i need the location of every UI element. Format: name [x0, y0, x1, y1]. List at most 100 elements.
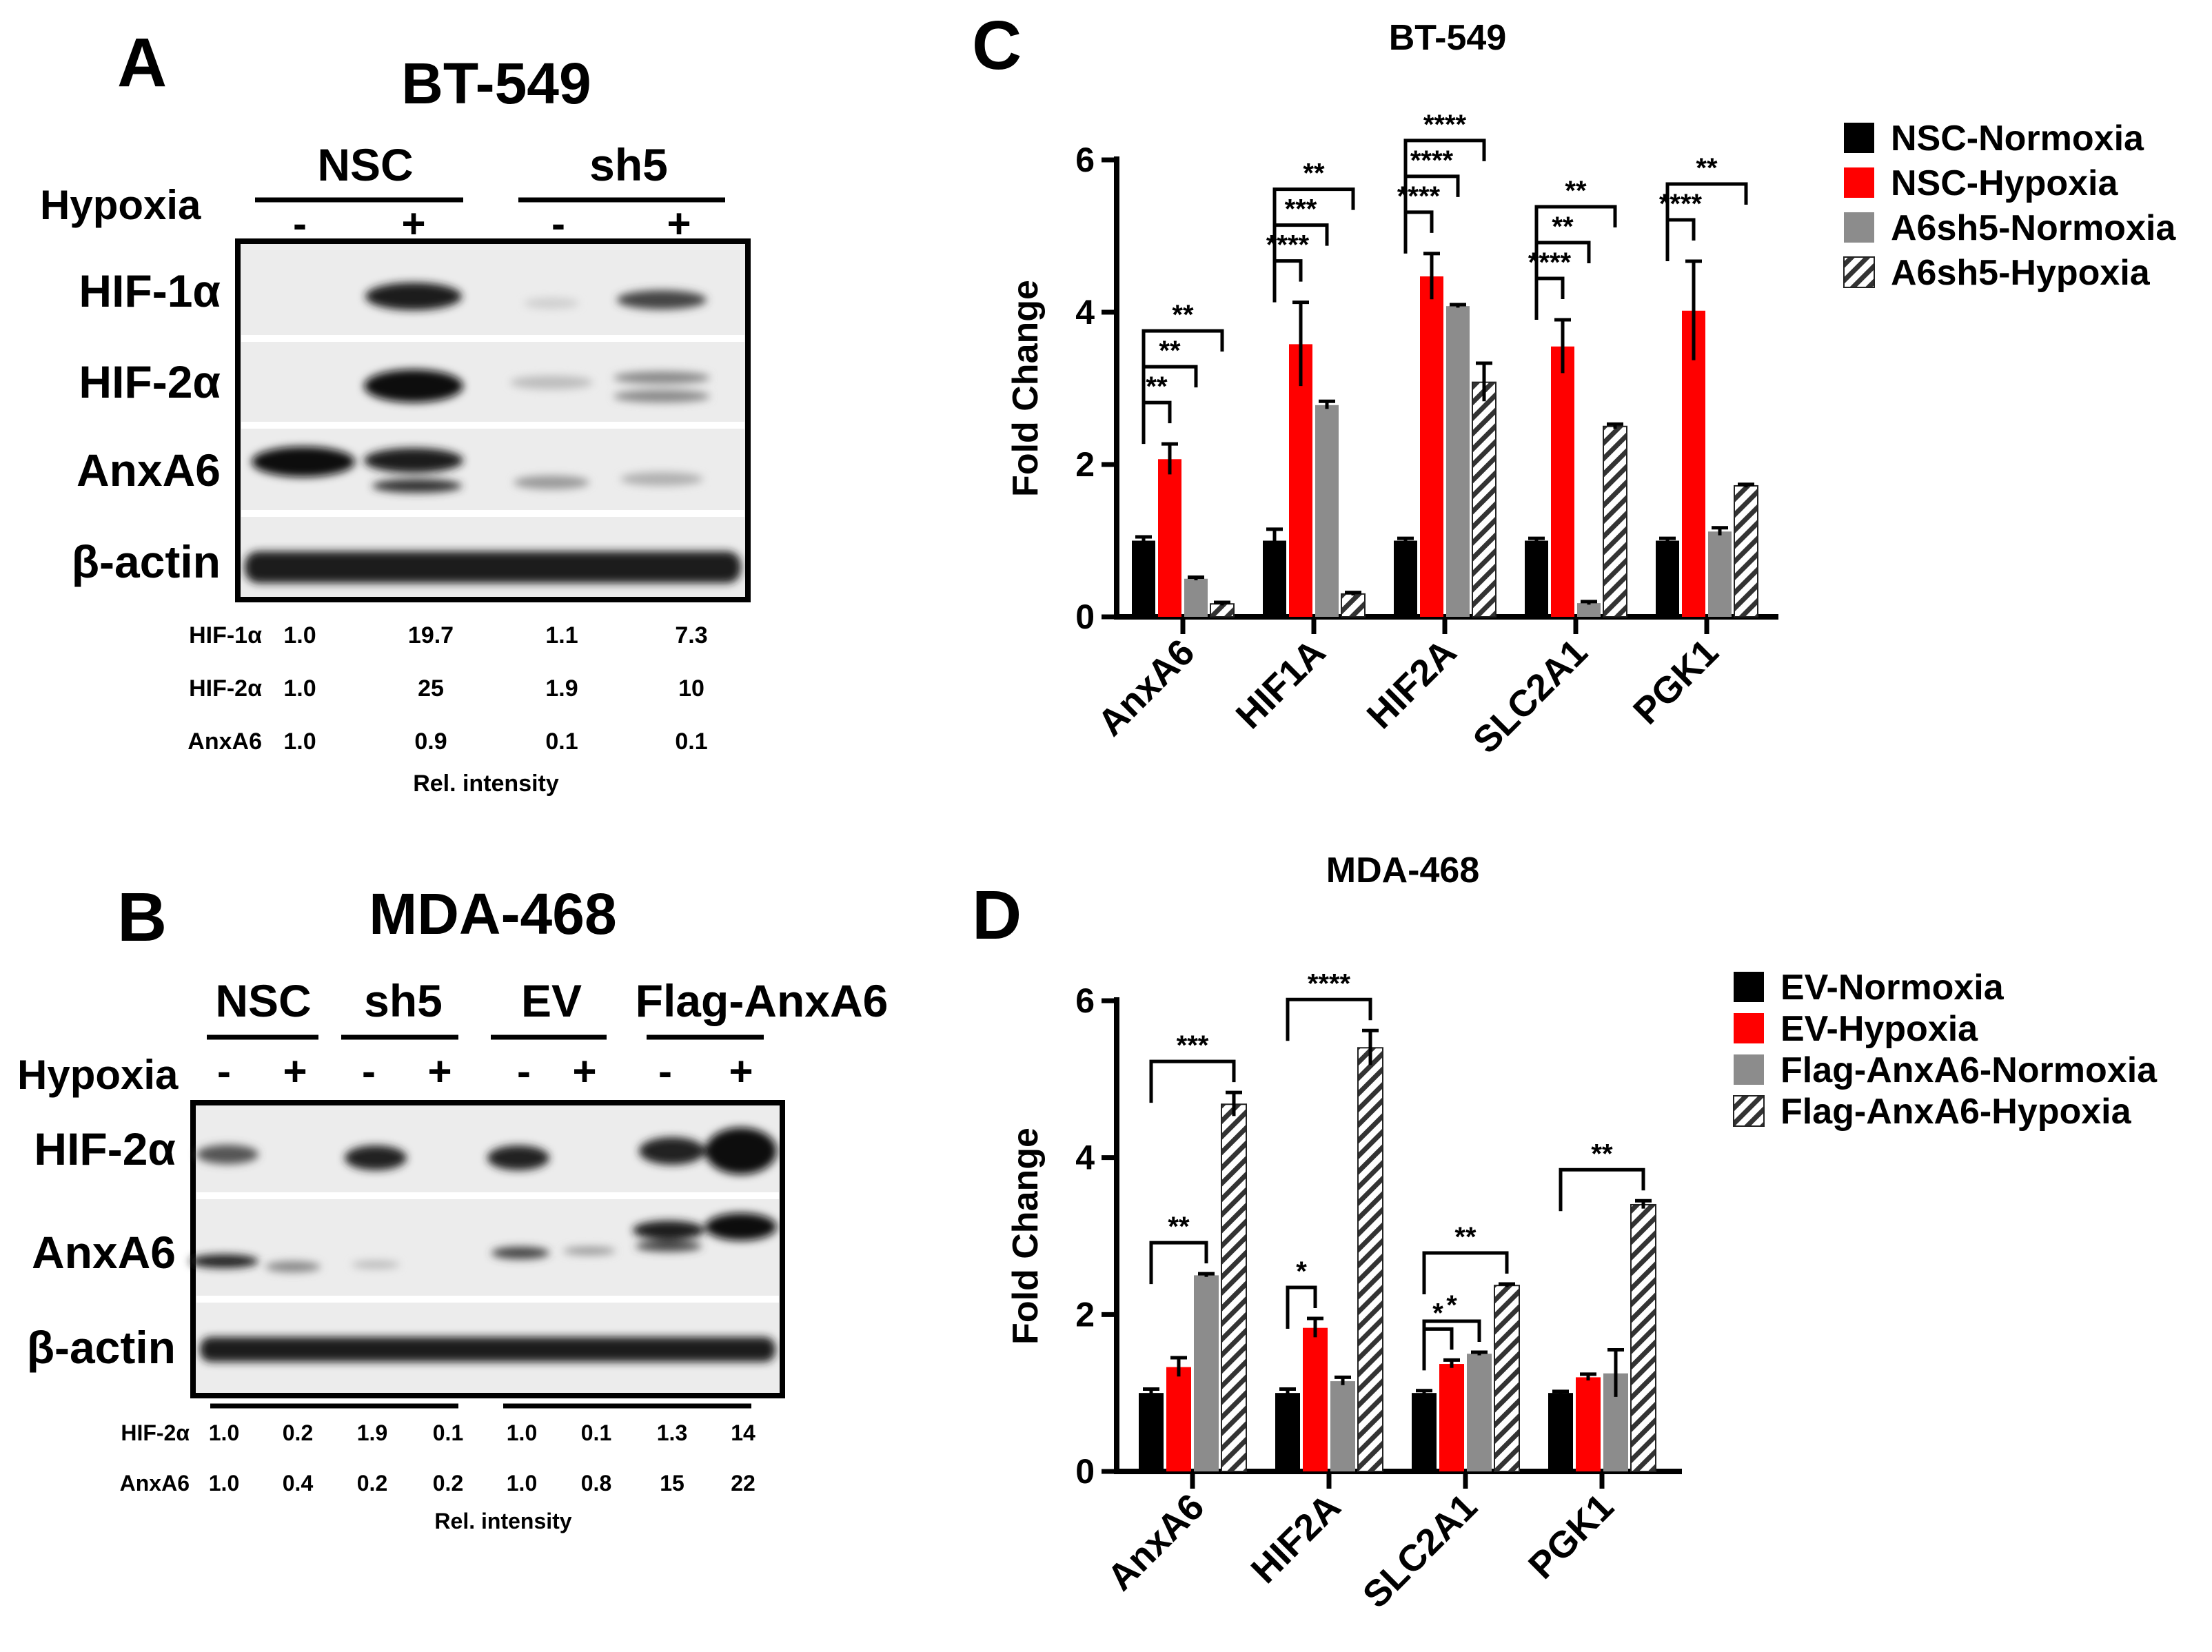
significance-label: **** — [1266, 230, 1310, 261]
blot-b-quant-caption: Rel. intensity — [434, 1509, 571, 1533]
significance-label: ** — [1146, 371, 1168, 402]
x-category-label: HIF2A — [1244, 1486, 1349, 1591]
blot-b-quant-value: 14 — [731, 1420, 755, 1445]
blot-b-quant-value: 15 — [660, 1471, 684, 1496]
blot-a-quant-value: 1.1 — [545, 622, 578, 649]
bar-hatch — [1210, 603, 1235, 618]
blot-b-row-anxa6: AnxA6 — [32, 1227, 176, 1278]
legend-swatch-hatch — [1733, 1095, 1765, 1127]
bar-red — [1682, 310, 1705, 617]
chart-title: BT-549 — [1389, 18, 1507, 58]
legend-swatch-black — [1844, 123, 1874, 153]
blot-b-lane: - — [517, 1048, 531, 1094]
blot-b-row-hif2a: HIF-2α — [34, 1123, 176, 1174]
legend-label: NSC-Normoxia — [1891, 119, 2144, 159]
bar-gray — [1446, 306, 1470, 617]
significance-bracket — [1665, 218, 1696, 261]
blot-a-quant-value: 7.3 — [675, 622, 707, 649]
bar-black — [1656, 540, 1679, 617]
significance-label: ** — [1565, 176, 1587, 206]
x-category-label: SLC2A1 — [1355, 1486, 1485, 1616]
legend-swatch-black — [1734, 972, 1764, 1002]
blot-b-quant-label: HIF-2α — [121, 1420, 190, 1445]
blot-b-quant-value: 0.1 — [433, 1420, 463, 1445]
blot-b-title: MDA-468 — [369, 881, 616, 946]
legend-swatch-gray — [1844, 212, 1874, 243]
significance-label: ** — [1591, 1139, 1613, 1169]
y-tick-label: 4 — [1075, 1139, 1095, 1177]
blot-a-divider — [241, 422, 744, 429]
bar-black — [1548, 1393, 1573, 1471]
significance-bracket — [1534, 276, 1565, 320]
legend-swatch-hatch — [1843, 256, 1875, 288]
legend-swatch-red — [1734, 1013, 1764, 1043]
legend-label: A6sh5-Hypoxia — [1891, 253, 2151, 293]
blot-a-row-actin: β-actin — [72, 536, 221, 587]
bar-hatch — [1603, 425, 1627, 618]
significance-bracket — [1422, 1251, 1509, 1294]
y-tick-label: 6 — [1075, 141, 1095, 179]
bar-gray — [1330, 1381, 1355, 1471]
significance-label: *** — [1285, 194, 1317, 225]
panel-label-b: B — [117, 879, 167, 956]
blot-b-lane: - — [658, 1048, 672, 1094]
significance-bracket — [1149, 1059, 1236, 1103]
x-category-label: PGK1 — [1521, 1486, 1621, 1587]
significance-bracket — [1141, 400, 1172, 445]
blot-b-image — [190, 1100, 785, 1398]
blot-a-quant-value: 1.0 — [283, 728, 316, 755]
significance-label: ** — [1168, 1212, 1190, 1242]
chart-title: MDA-468 — [1326, 850, 1480, 890]
significance-label: ** — [1303, 159, 1325, 189]
significance-bracket — [1534, 241, 1591, 285]
significance-bracket — [1149, 1241, 1208, 1285]
x-category-label: HIF2A — [1359, 631, 1465, 737]
significance-label: * — [1432, 1298, 1443, 1328]
y-tick-label: 4 — [1075, 293, 1095, 332]
bar-hatch — [1630, 1203, 1656, 1472]
blot-a-quant-value: 0.9 — [414, 728, 447, 755]
blot-b-quant-value: 1.0 — [209, 1420, 239, 1445]
significance-label: *** — [1177, 1030, 1209, 1061]
y-axis-label: Fold Change — [1006, 1128, 1046, 1345]
significance-bracket — [1286, 997, 1372, 1041]
blot-a-quant-label: HIF-1α — [189, 622, 262, 649]
bar-red — [1166, 1367, 1191, 1471]
blot-a-quant-value: 0.1 — [675, 728, 707, 755]
bar-gray — [1577, 603, 1601, 617]
blot-b-quant-value: 0.4 — [283, 1471, 314, 1496]
x-category-label: HIF1A — [1228, 631, 1334, 737]
x-category-label: AnxA6 — [1099, 1486, 1212, 1598]
bar-black — [1525, 540, 1548, 617]
significance-bracket — [1403, 174, 1460, 218]
bar-gray — [1315, 405, 1339, 617]
significance-bracket — [1403, 210, 1434, 254]
significance-bracket — [1286, 1285, 1317, 1329]
bar-black — [1132, 540, 1155, 617]
panel-label-d: D — [972, 877, 1022, 954]
blot-b-quant-value: 0.8 — [581, 1471, 611, 1496]
blot-a-quant-value: 1.9 — [545, 675, 578, 702]
blot-b-lane: + — [283, 1048, 307, 1094]
bar-gray — [1467, 1354, 1492, 1471]
blot-a-hypoxia-label: Hypoxia — [40, 182, 201, 228]
significance-label: **** — [1423, 110, 1467, 140]
blot-b-hypoxia-label: Hypoxia — [17, 1052, 179, 1098]
x-category-label: PGK1 — [1625, 631, 1726, 732]
blot-b-divider — [196, 1192, 779, 1199]
blot-b-quant-value: 1.3 — [657, 1420, 687, 1445]
bar-gray — [1194, 1275, 1219, 1471]
blot-a-divider — [241, 510, 744, 517]
blot-a-quant-value: 25 — [418, 675, 444, 702]
blot-a-quant: HIF-1α 1.0 19.7 1.1 7.3 HIF-2α 1.0 25 1.… — [187, 622, 707, 797]
blot-a-quant-value: 0.1 — [545, 728, 578, 755]
blot-a-divider — [241, 335, 744, 342]
blot-b-quant-value: 0.2 — [283, 1420, 313, 1445]
blot-a-quant-value: 1.0 — [283, 622, 316, 649]
significance-bracket — [1272, 223, 1329, 267]
blot-b-divider — [196, 1296, 779, 1303]
significance-label: * — [1446, 1290, 1457, 1320]
bar-black — [1139, 1393, 1164, 1471]
blot-b-lane: - — [217, 1048, 231, 1094]
